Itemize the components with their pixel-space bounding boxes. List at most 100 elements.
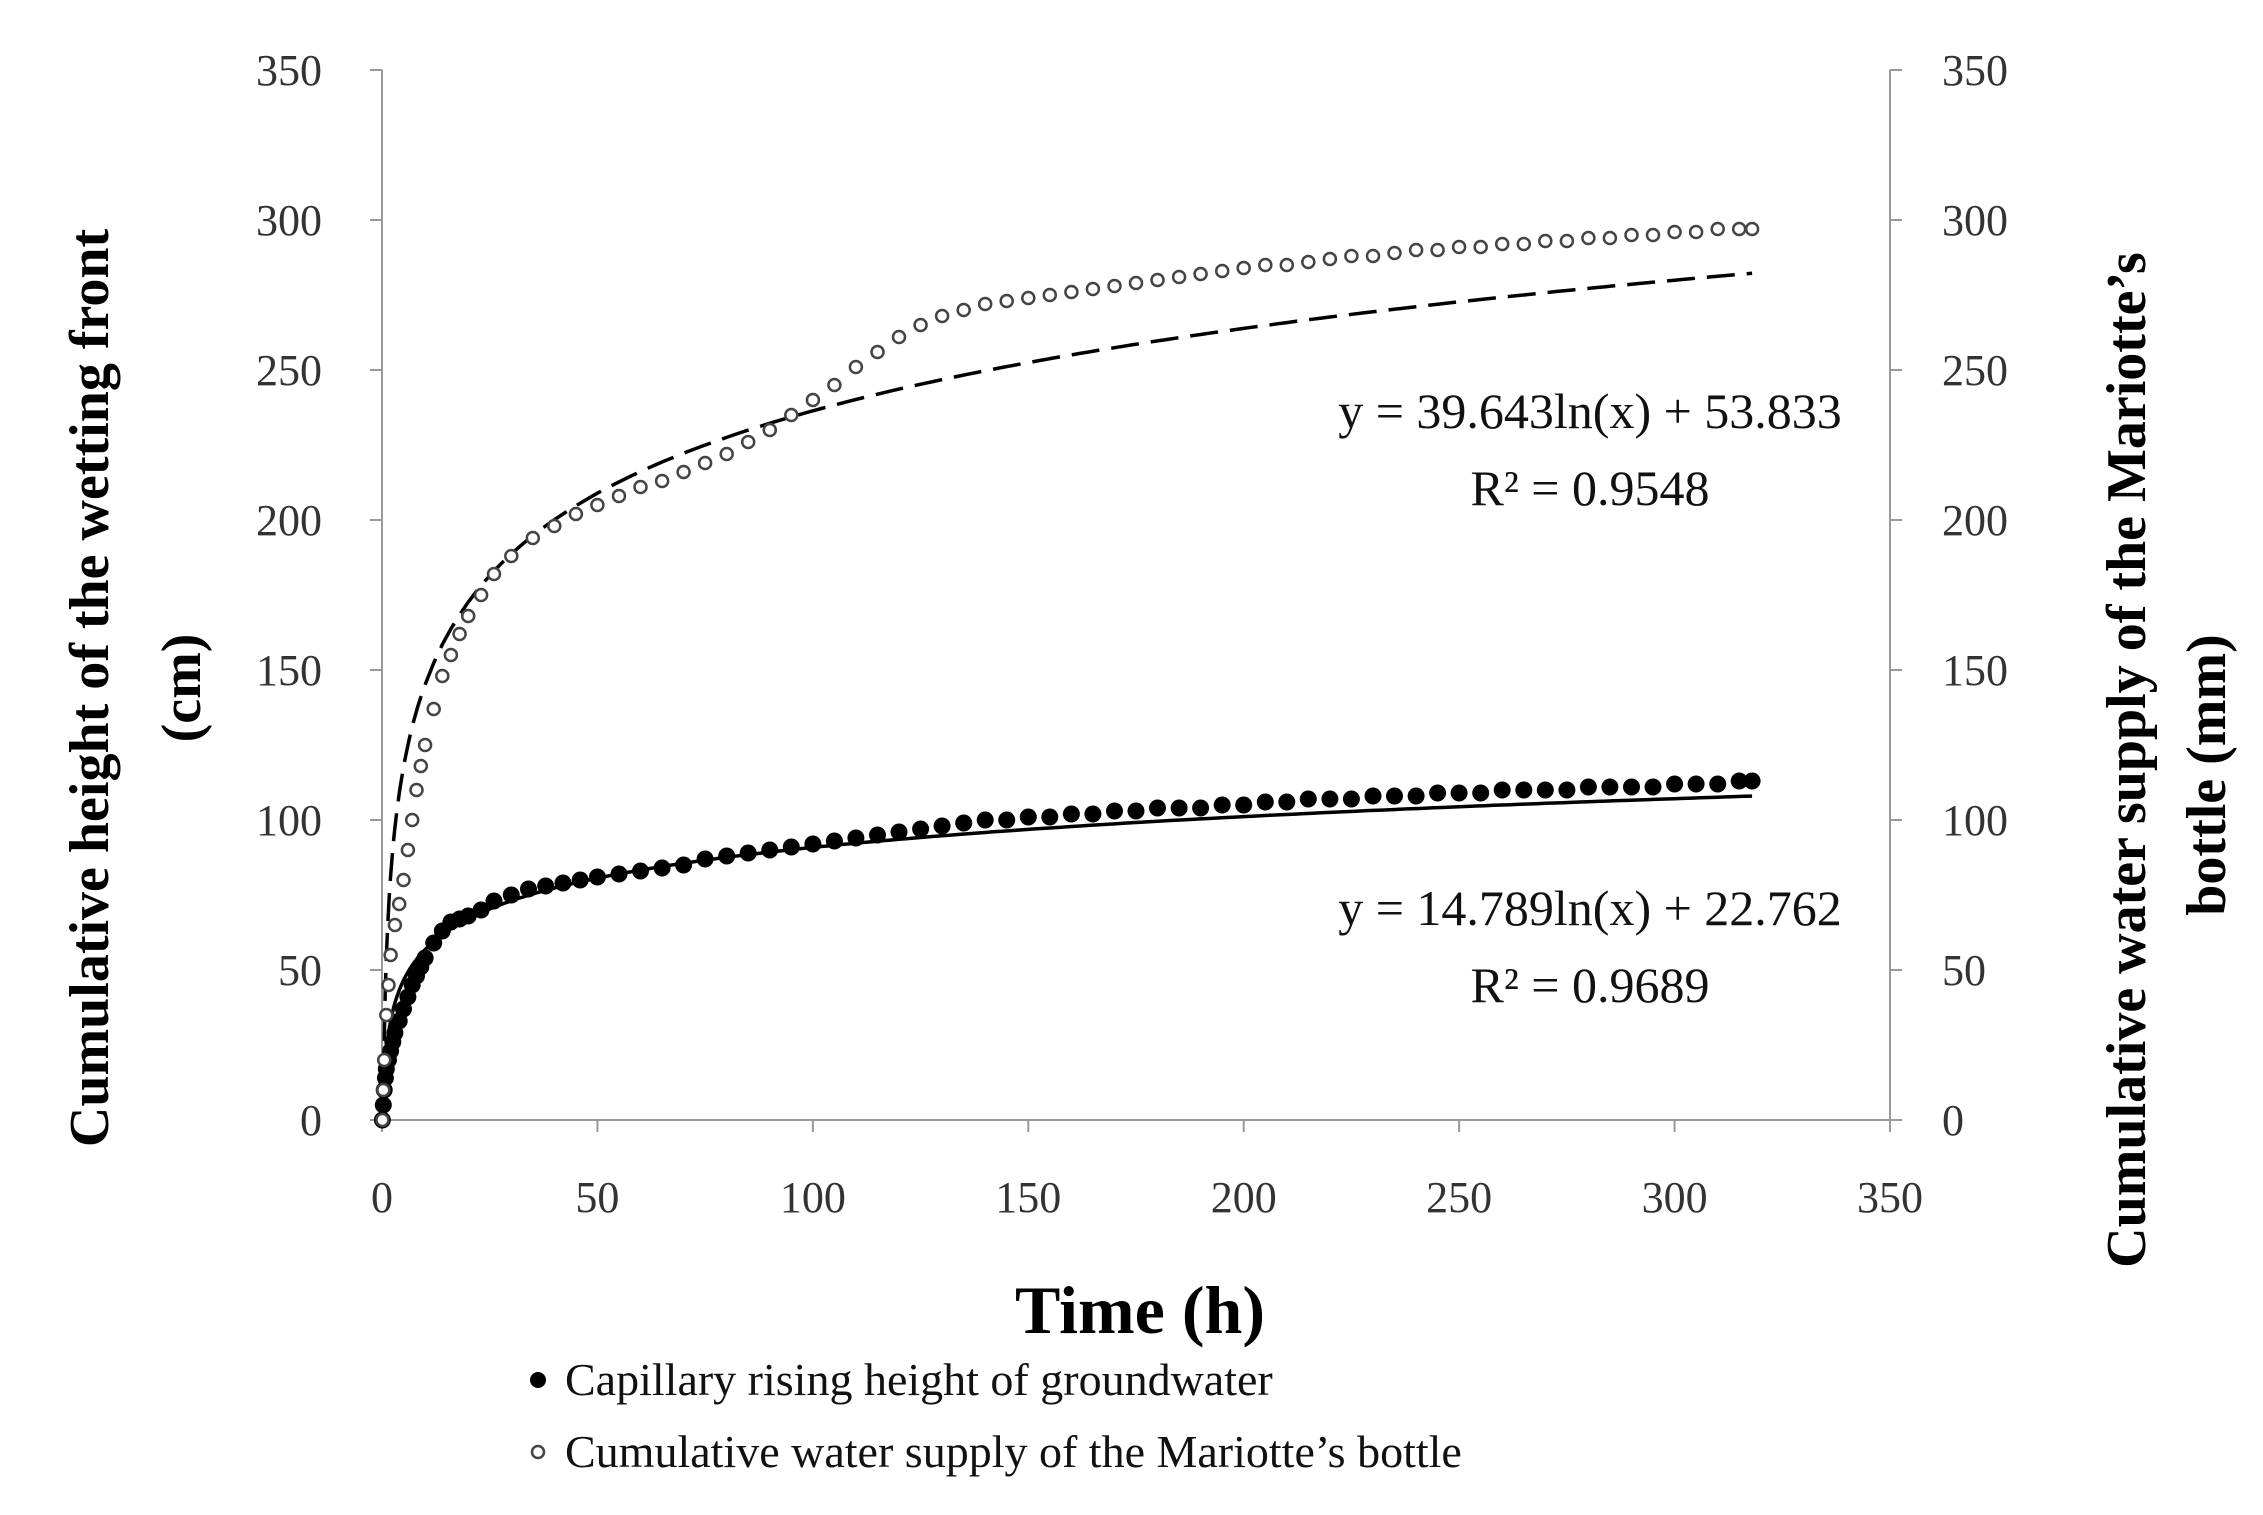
data-point-capillary [1149, 799, 1166, 817]
data-point-mariotte [1538, 233, 1553, 249]
data-point-mariotte [891, 329, 907, 345]
data-point-mariotte [784, 407, 799, 423]
y-right-tick-label: 50 [1942, 946, 1986, 995]
trendline-lower-equation: y = 14.789ln(x) + 22.762 [1338, 880, 1842, 936]
data-point-mariotte [805, 392, 821, 408]
x-tick-label: 100 [780, 1173, 846, 1222]
data-point-capillary [472, 901, 490, 919]
data-point-mariotte [1107, 278, 1122, 294]
data-point-capillary [1450, 784, 1468, 802]
data-point-mariotte [1128, 275, 1144, 291]
data-point-mariotte [1624, 227, 1639, 243]
data-point-mariotte [1344, 248, 1359, 264]
data-point-capillary [955, 814, 973, 832]
data-point-mariotte [1744, 221, 1760, 237]
y-left-tick-label: 50 [278, 946, 322, 995]
data-point-capillary [1730, 772, 1748, 790]
data-point-mariotte [1667, 224, 1682, 240]
data-point-mariotte [827, 377, 842, 393]
data-point-capillary [1170, 799, 1188, 817]
data-point-capillary [610, 865, 628, 883]
data-point-capillary [1407, 787, 1425, 805]
x-tick-label: 50 [575, 1173, 619, 1222]
y-left-tick-label: 250 [256, 346, 322, 395]
data-point-capillary [1278, 793, 1296, 811]
data-point-mariotte [913, 317, 928, 333]
data-point-mariotte [1085, 281, 1101, 297]
x-tick-label: 150 [995, 1173, 1061, 1222]
trendline-lower-r2: R² = 0.9689 [1470, 957, 1709, 1013]
data-point-mariotte [404, 812, 420, 828]
data-point-capillary [1493, 781, 1511, 799]
data-point-mariotte [1193, 266, 1208, 282]
data-point-capillary [1084, 805, 1102, 823]
trendline-upper-dashed [382, 271, 1753, 1041]
data-point-capillary [632, 862, 649, 880]
x-tick-label: 250 [1426, 1173, 1492, 1222]
y-right-tick-label: 200 [1942, 496, 2008, 545]
data-point-capillary [537, 877, 555, 895]
data-point-mariotte [999, 293, 1014, 309]
data-point-capillary [1472, 784, 1490, 802]
data-point-mariotte [956, 302, 971, 318]
data-point-capillary [502, 886, 520, 904]
data-point-capillary [1666, 775, 1684, 793]
x-tick-labels: 0 50 100 150 200 250 300 350 [371, 1120, 1923, 1222]
data-points [373, 221, 1761, 1129]
data-point-capillary [520, 880, 537, 898]
y-right-axis-title-line1: Cumulative water supply of the Mariotte’… [2096, 252, 2158, 1268]
x-tick-label: 0 [371, 1173, 393, 1222]
data-point-mariotte [1021, 290, 1036, 306]
x-tick-label: 300 [1642, 1173, 1708, 1222]
data-point-mariotte [1602, 230, 1618, 246]
data-point-capillary [1644, 778, 1662, 796]
y-left-axis-title-line2: (cm) [151, 634, 213, 743]
data-point-mariotte [376, 1082, 391, 1098]
data-point-capillary [374, 1096, 392, 1114]
y-left-tick-label: 300 [256, 196, 322, 245]
data-point-capillary [1743, 772, 1761, 790]
data-point-mariotte [1710, 221, 1725, 237]
data-point-capillary [739, 844, 757, 862]
data-point-mariotte [1171, 269, 1187, 285]
data-point-mariotte [1279, 257, 1295, 273]
data-point-mariotte [654, 473, 670, 489]
data-point-mariotte [435, 668, 450, 684]
data-point-mariotte [590, 497, 605, 513]
data-point-capillary [1687, 775, 1705, 793]
data-point-capillary [425, 934, 443, 952]
data-point-mariotte [504, 548, 519, 564]
data-point-mariotte [1236, 260, 1251, 276]
data-point-capillary [1709, 775, 1727, 793]
data-point-capillary [1041, 808, 1059, 826]
data-point-mariotte [460, 608, 476, 624]
data-point-mariotte [1387, 245, 1402, 261]
data-point-mariotte [740, 434, 756, 450]
data-point-mariotte [381, 977, 396, 993]
y-right-tick-labels: 0 50 100 150 200 250 300 350 [1890, 46, 2008, 1145]
data-point-mariotte [396, 872, 411, 888]
data-point-mariotte [1150, 272, 1165, 288]
data-point-mariotte [848, 359, 864, 375]
data-point-capillary [1299, 790, 1317, 808]
data-point-mariotte [400, 842, 416, 858]
data-point-capillary [998, 811, 1016, 829]
data-point-capillary [1601, 778, 1619, 796]
data-point-mariotte [417, 737, 433, 753]
data-point-capillary [1127, 802, 1145, 820]
y-right-axis-title-line2: bottle (mm) [2176, 634, 2238, 915]
data-point-mariotte [1258, 257, 1273, 273]
data-point-capillary [933, 817, 951, 835]
legend: Capillary rising height of groundwater C… [530, 1354, 1462, 1477]
data-point-capillary [588, 868, 606, 886]
data-point-capillary [1623, 778, 1640, 796]
data-point-mariotte [1064, 284, 1079, 300]
legend-marker-capillary [530, 1372, 546, 1388]
data-point-mariotte [676, 464, 691, 480]
data-point-mariotte [1451, 239, 1467, 255]
data-point-mariotte [525, 530, 541, 546]
data-point-capillary [416, 949, 434, 967]
data-point-mariotte [611, 488, 627, 504]
data-point-capillary [1235, 796, 1253, 814]
data-point-mariotte [1473, 239, 1488, 255]
